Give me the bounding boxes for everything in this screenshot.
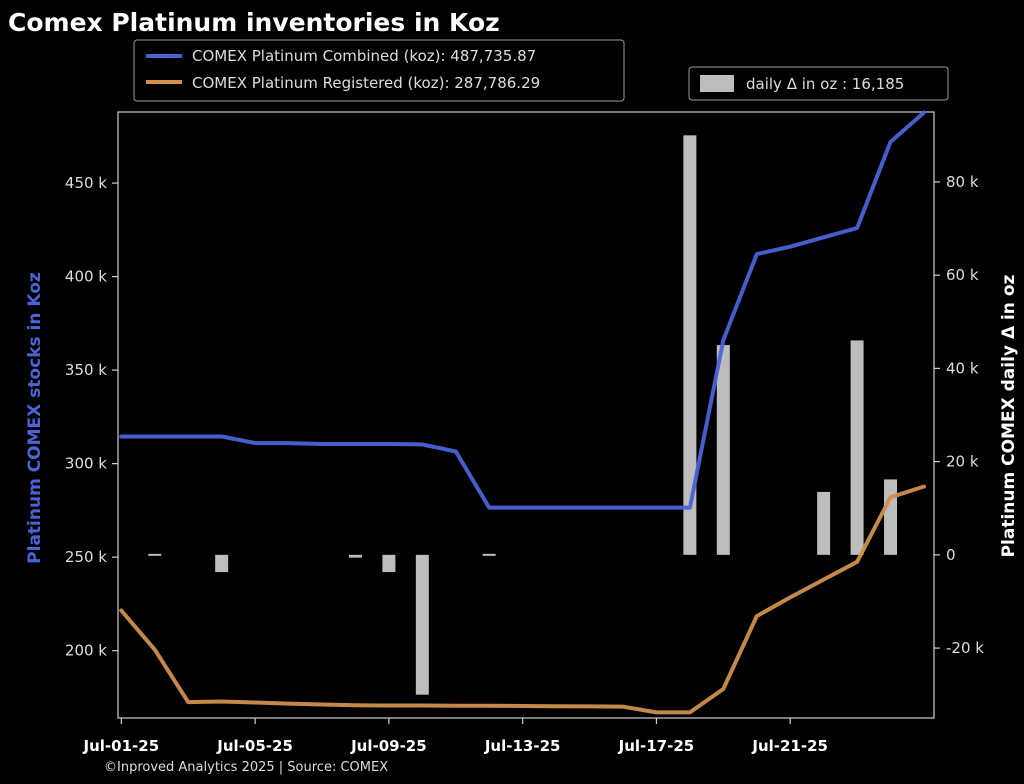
y-axis-left-label: Platinum COMEX stocks in Koz: [25, 272, 45, 564]
bar: [415, 554, 429, 695]
right-tick-label: 80 k: [946, 173, 979, 191]
x-tick-label: Jul-17-25: [618, 737, 695, 755]
legend-swatch-bars: [700, 75, 734, 92]
x-axis: Jul-01-25 Jul-05-25 Jul-09-25 Jul-13-25 Jul-…: [83, 718, 828, 755]
bar-series: [148, 135, 898, 695]
right-tick-label: -20 k: [946, 639, 984, 657]
left-tick-label: 200 k: [65, 642, 107, 660]
legend-box-bars: [688, 66, 949, 101]
left-axis: 200 k 250 k 300 k 350 k 400 k 450 k: [65, 174, 118, 660]
footer-source: ©Inproved Analytics 2025 | Source: COMEX: [104, 760, 388, 775]
bar: [148, 553, 162, 556]
bar: [382, 554, 396, 573]
x-tick-label: Jul-05-25: [216, 737, 293, 755]
bar: [683, 135, 697, 555]
bar: [215, 554, 229, 573]
legend-box: [133, 39, 625, 102]
bar: [850, 340, 864, 555]
right-axis: -20 k 0 20 k 40 k 60 k 80 k: [934, 173, 984, 657]
line-series: [119, 110, 926, 715]
legend-bars: daily Δ in oz : 16,185: [688, 66, 949, 101]
bar: [482, 553, 496, 556]
left-tick-label: 450 k: [65, 174, 107, 192]
legend-label-registered: COMEX Platinum Registered (koz): 287,786…: [192, 74, 540, 92]
bar: [817, 491, 831, 555]
x-tick-label: Jul-09-25: [350, 737, 427, 755]
left-tick-label: 250 k: [65, 548, 107, 566]
series-line-registered: [119, 484, 926, 715]
y-axis-right-label: Platinum COMEX daily Δ in oz: [999, 274, 1019, 557]
left-tick-label: 300 k: [65, 455, 107, 473]
x-tick-label: Jul-13-25: [484, 737, 561, 755]
series-line-combined: [119, 110, 926, 510]
x-tick-label: Jul-21-25: [751, 737, 828, 755]
bar: [348, 554, 362, 558]
right-tick-label: 20 k: [946, 453, 979, 471]
legend-lines: COMEX Platinum Combined (koz): 487,735.8…: [133, 39, 625, 102]
bar: [716, 345, 730, 555]
legend-label-bars: daily Δ in oz : 16,185: [746, 75, 904, 93]
right-tick-label: 60 k: [946, 266, 979, 284]
plot-frame: [117, 111, 935, 719]
right-tick-label: 40 k: [946, 359, 979, 377]
left-tick-label: 400 k: [65, 268, 107, 286]
left-tick-label: 350 k: [65, 361, 107, 379]
x-tick-label: Jul-01-25: [83, 737, 160, 755]
right-tick-label: 0: [946, 546, 956, 564]
bar: [884, 479, 898, 555]
legend-label-combined: COMEX Platinum Combined (koz): 487,735.8…: [192, 47, 536, 65]
chart-title: Comex Platinum inventories in Koz: [8, 8, 500, 37]
